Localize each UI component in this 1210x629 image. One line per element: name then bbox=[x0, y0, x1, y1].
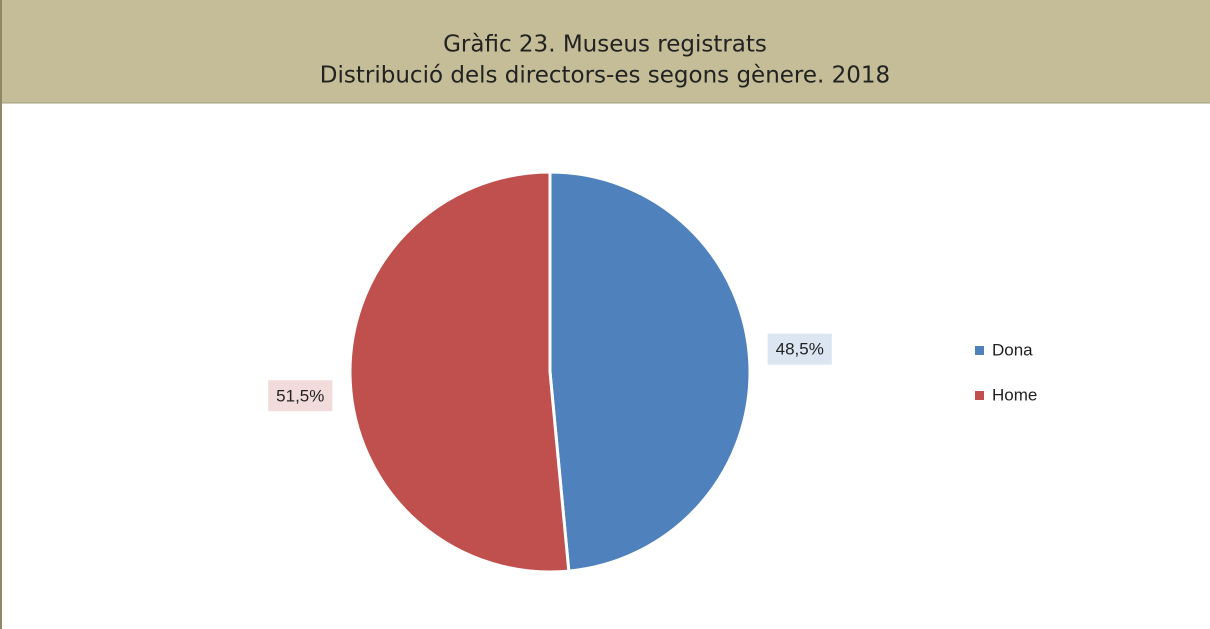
chart-title: Gràfic 23. Museus registrats bbox=[443, 32, 767, 58]
chart-subtitle: Distribució dels directors-es segons gèn… bbox=[320, 63, 890, 89]
legend-label: Home bbox=[992, 385, 1037, 404]
legend-swatch bbox=[975, 346, 984, 355]
data-label-bg bbox=[268, 380, 333, 412]
pie-slice bbox=[348, 170, 571, 574]
data-label: 48,5% bbox=[776, 340, 824, 359]
data-label-bg bbox=[767, 333, 832, 365]
header-band bbox=[0, 0, 1210, 103]
data-label: 51,5% bbox=[276, 386, 324, 405]
pie-slice bbox=[548, 170, 752, 573]
legend-swatch bbox=[975, 391, 984, 400]
legend-label: Dona bbox=[992, 340, 1033, 359]
